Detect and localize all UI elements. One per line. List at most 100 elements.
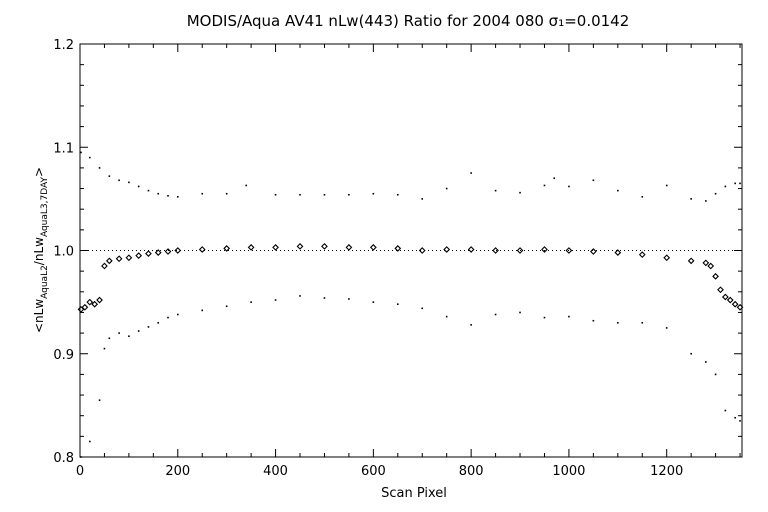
upper-point bbox=[553, 177, 556, 180]
plot-border bbox=[79, 43, 743, 458]
mean-point bbox=[394, 245, 402, 252]
lower-point bbox=[734, 416, 736, 419]
lower-point bbox=[445, 315, 448, 318]
y-label-sub1: AquaL2 bbox=[40, 265, 50, 299]
mean-point bbox=[223, 245, 231, 252]
mean-point bbox=[154, 249, 162, 256]
mean-point bbox=[96, 296, 103, 304]
upper-point bbox=[225, 192, 228, 195]
mean-point bbox=[145, 250, 152, 257]
upper-point bbox=[118, 179, 120, 182]
mean-point bbox=[721, 293, 729, 301]
lower-point bbox=[348, 298, 350, 300]
mean-point bbox=[712, 272, 719, 280]
upper-point bbox=[641, 196, 644, 198]
lower-point bbox=[176, 313, 179, 316]
mean-point bbox=[321, 242, 328, 250]
lower-point bbox=[494, 313, 497, 316]
lower-point bbox=[690, 352, 692, 355]
lower-point bbox=[118, 332, 120, 334]
upper-point bbox=[147, 189, 150, 192]
lower-point bbox=[323, 297, 326, 299]
mean-point bbox=[247, 244, 255, 251]
upper-point bbox=[724, 185, 727, 188]
lower-point bbox=[128, 335, 130, 337]
mean-point bbox=[614, 249, 622, 256]
lower-point bbox=[80, 456, 82, 458]
mean-point bbox=[541, 246, 548, 253]
upper-point bbox=[445, 187, 448, 190]
mean-point bbox=[164, 248, 172, 255]
x-tick-label: 800 bbox=[459, 464, 484, 479]
svg-text:<nLwAquaL2/nLwAquaL3,7DAY>: <nLwAquaL2/nLwAquaL3,7DAY> bbox=[32, 167, 50, 333]
x-axis-ticks: 0 200 400 600 800 1000 1200 bbox=[76, 44, 741, 479]
lower-point bbox=[470, 324, 472, 326]
series-mean bbox=[77, 242, 744, 313]
lower-point bbox=[543, 316, 546, 319]
mean-point bbox=[198, 246, 206, 253]
lower-point bbox=[705, 361, 707, 363]
mean-point bbox=[492, 247, 499, 254]
upper-point bbox=[592, 179, 595, 182]
mean-point bbox=[91, 300, 99, 308]
lower-point bbox=[137, 330, 140, 332]
mean-point bbox=[467, 246, 475, 253]
upper-point bbox=[108, 175, 111, 177]
mean-point bbox=[174, 247, 182, 254]
mean-point bbox=[726, 296, 734, 304]
upper-point bbox=[348, 193, 350, 196]
lower-point bbox=[372, 301, 375, 303]
y-tick-label: 1.0 bbox=[53, 245, 74, 260]
upper-point bbox=[494, 189, 497, 192]
lower-point bbox=[167, 316, 169, 319]
lower-point bbox=[519, 311, 521, 314]
lower-point bbox=[201, 309, 204, 312]
series-lower bbox=[80, 295, 741, 458]
upper-point bbox=[665, 184, 668, 187]
lower-point bbox=[88, 440, 91, 443]
series-upper bbox=[80, 151, 741, 202]
upper-point bbox=[690, 198, 692, 200]
mean-point bbox=[135, 252, 143, 260]
y-tick-label: 0.9 bbox=[53, 348, 74, 363]
lower-point bbox=[714, 373, 717, 376]
mean-point bbox=[687, 257, 695, 265]
y-label-mid: /nLw bbox=[32, 237, 46, 265]
x-axis-label: Scan Pixel bbox=[381, 486, 447, 501]
upper-point bbox=[421, 198, 424, 200]
lower-point bbox=[108, 337, 111, 340]
lower-point bbox=[103, 347, 106, 350]
y-label-end: > bbox=[32, 167, 46, 177]
mean-point bbox=[565, 247, 573, 254]
lower-point bbox=[665, 327, 668, 329]
y-tick-label: 1.1 bbox=[53, 141, 74, 156]
mean-point bbox=[115, 255, 123, 263]
mean-point bbox=[731, 300, 739, 308]
mean-point bbox=[101, 262, 108, 270]
upper-point bbox=[739, 182, 741, 185]
mean-point bbox=[736, 303, 744, 311]
lower-point bbox=[724, 409, 727, 412]
upper-point bbox=[137, 185, 140, 188]
mean-point bbox=[105, 257, 113, 265]
upper-point bbox=[299, 193, 301, 196]
upper-point bbox=[201, 192, 204, 195]
lower-point bbox=[617, 321, 619, 324]
lower-point bbox=[641, 321, 644, 324]
lower-point bbox=[299, 295, 301, 297]
y-tick-label: 0.8 bbox=[53, 451, 74, 466]
upper-point bbox=[714, 192, 717, 195]
mean-point bbox=[345, 244, 353, 251]
upper-point bbox=[157, 192, 160, 195]
x-tick-label: 600 bbox=[361, 464, 386, 479]
mean-point bbox=[589, 248, 597, 255]
upper-point bbox=[372, 192, 375, 195]
mean-point bbox=[443, 246, 451, 253]
y-axis-label: <nLwAquaL2/nLwAquaL3,7DAY> bbox=[32, 167, 50, 333]
x-tick-label: 200 bbox=[165, 464, 190, 479]
lower-point bbox=[396, 303, 399, 305]
upper-point bbox=[167, 194, 169, 197]
mean-point bbox=[702, 259, 710, 267]
lower-point bbox=[274, 299, 277, 301]
x-tick-label: 1200 bbox=[650, 464, 683, 479]
